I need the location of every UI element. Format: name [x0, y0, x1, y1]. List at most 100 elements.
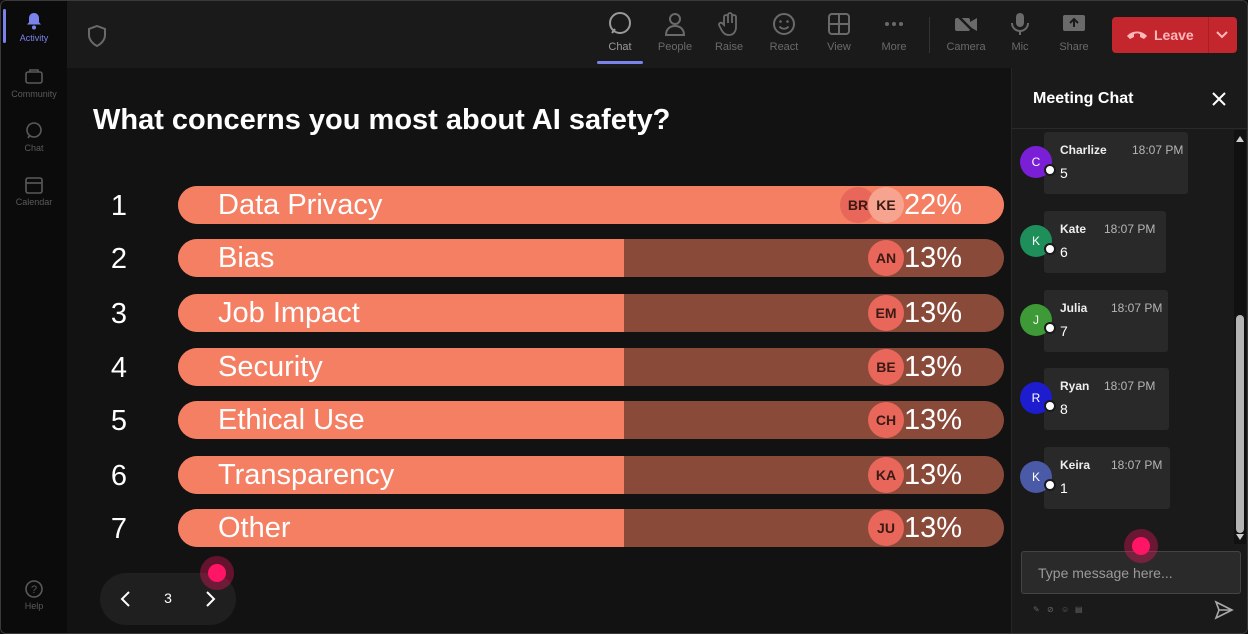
option-percent: 13% [903, 242, 962, 274]
presence-status-icon [1044, 164, 1056, 176]
option-bar-fill [178, 456, 624, 494]
rail-item-community[interactable]: Community [1, 57, 67, 107]
sender-name: Charlize [1060, 143, 1107, 157]
toolbar-mic-button[interactable]: Mic [995, 11, 1045, 53]
option-number: 3 [110, 298, 128, 330]
option-percent: 13% [903, 297, 962, 329]
leave-button[interactable]: Leave [1112, 17, 1237, 53]
poll-option-row: 3 Job Impact EM 13% [101, 294, 1004, 332]
option-label: Other [218, 512, 291, 544]
toolbar-label: Camera [946, 41, 986, 53]
message-time: 18:07 PM [1132, 143, 1184, 157]
toolbar-label: Mic [1011, 41, 1029, 53]
message-text: 1 [1060, 480, 1068, 496]
message-bubble: Ryan 18:07 PM 8 [1044, 368, 1169, 430]
chat-divider [1012, 128, 1247, 129]
rail-item-calendar[interactable]: Calendar [1, 165, 67, 215]
option-percent: 13% [903, 512, 962, 544]
smiley-icon [773, 13, 795, 35]
leave-divider [1208, 17, 1209, 53]
rail-label: Help [24, 601, 44, 611]
gif-icon[interactable]: ▤ [1075, 605, 1083, 614]
message-bubble: Julia 18:07 PM 7 [1044, 290, 1168, 352]
click-indicator [200, 556, 234, 590]
option-percent: 13% [903, 351, 962, 383]
sender-name: Keira [1060, 458, 1091, 472]
shield-icon[interactable] [87, 25, 107, 47]
hand-icon [718, 12, 737, 36]
chat-title: Meeting Chat [1033, 90, 1134, 107]
chat-input-box[interactable] [1021, 551, 1241, 594]
chat-message-input[interactable] [1036, 564, 1235, 582]
toolbar-label: Share [1059, 41, 1089, 53]
share-icon [1063, 15, 1085, 31]
close-icon[interactable] [1210, 90, 1228, 108]
message-bubble: Charlize 18:07 PM 5 [1044, 132, 1188, 194]
option-number: 5 [110, 405, 128, 437]
option-bar-fill [178, 239, 624, 277]
option-bar: Job Impact EM 13% [178, 294, 1004, 332]
option-label: Data Privacy [218, 189, 383, 221]
scroll-up-icon[interactable] [1236, 136, 1244, 142]
option-percent: 13% [903, 459, 962, 491]
toolbar-label: Chat [608, 41, 632, 53]
chevron-down-icon[interactable] [1214, 26, 1230, 42]
toolbar-chat-button[interactable]: Chat [595, 11, 645, 64]
option-label: Ethical Use [218, 404, 365, 436]
voter-avatar: KA [868, 457, 904, 493]
option-label: Job Impact [218, 297, 360, 329]
option-bar: Data Privacy BR KE 22% [178, 186, 1004, 224]
message-time: 18:07 PM [1111, 458, 1163, 472]
chevron-right-icon[interactable] [200, 589, 220, 609]
community-icon [25, 69, 43, 84]
emoji-icon[interactable]: ☺ [1061, 605, 1070, 614]
option-number: 4 [110, 352, 128, 384]
send-icon[interactable] [1214, 600, 1234, 620]
presence-status-icon [1044, 243, 1056, 255]
message-text: 7 [1060, 323, 1068, 339]
hang-up-icon [1127, 31, 1147, 39]
poll-option-row: 5 Ethical Use CH 13% [101, 401, 1004, 439]
toolbar-react-button[interactable]: React [759, 11, 809, 53]
toolbar-share-button[interactable]: Share [1049, 11, 1099, 53]
message-text: 8 [1060, 401, 1068, 417]
option-label: Bias [218, 242, 275, 274]
chat-scrollbar[interactable] [1234, 130, 1246, 544]
option-bar-fill [178, 401, 624, 439]
rail-item-chat[interactable]: Chat [1, 111, 67, 161]
toolbar-label: Raise [714, 41, 744, 53]
chevron-left-icon[interactable] [116, 589, 136, 609]
option-number: 7 [110, 513, 128, 545]
rail-label: Chat [24, 143, 44, 153]
toolbar-more-button[interactable]: More [869, 11, 919, 53]
option-percent: 22% [903, 189, 962, 221]
toolbar-camera-button[interactable]: Camera [941, 11, 991, 53]
option-bar: Ethical Use CH 13% [178, 401, 1004, 439]
click-indicator [1124, 529, 1158, 563]
option-number: 2 [110, 243, 128, 275]
toolbar-raise-button[interactable]: Raise [704, 11, 754, 53]
toolbar-label: View [827, 41, 851, 53]
svg-text:?: ? [31, 584, 37, 596]
toolbar-label: People [657, 41, 693, 53]
toolbar-view-button[interactable]: View [814, 11, 864, 53]
poll-option-row: 7 Other JU 13% [101, 509, 1004, 547]
option-label: Transparency [218, 459, 395, 491]
scroll-down-icon[interactable] [1236, 534, 1244, 540]
bell-icon [27, 13, 41, 30]
active-tab-indicator [597, 61, 643, 64]
rail-label: Calendar [15, 197, 53, 207]
people-icon [664, 13, 686, 36]
page-number: 3 [164, 590, 172, 606]
avatar[interactable]: K [1020, 461, 1052, 493]
format-icon[interactable]: ✎ [1033, 605, 1040, 614]
voter-avatar: CH [868, 402, 904, 438]
toolbar-people-button[interactable]: People [650, 11, 700, 53]
rail-item-activity[interactable]: Activity [1, 1, 67, 51]
scroll-thumb[interactable] [1236, 315, 1244, 533]
rail-label: Community [11, 89, 57, 99]
rail-item-help[interactable]: ? Help [1, 569, 67, 619]
attach-icon[interactable]: ⊘ [1047, 605, 1054, 614]
option-bar-fill [178, 294, 624, 332]
